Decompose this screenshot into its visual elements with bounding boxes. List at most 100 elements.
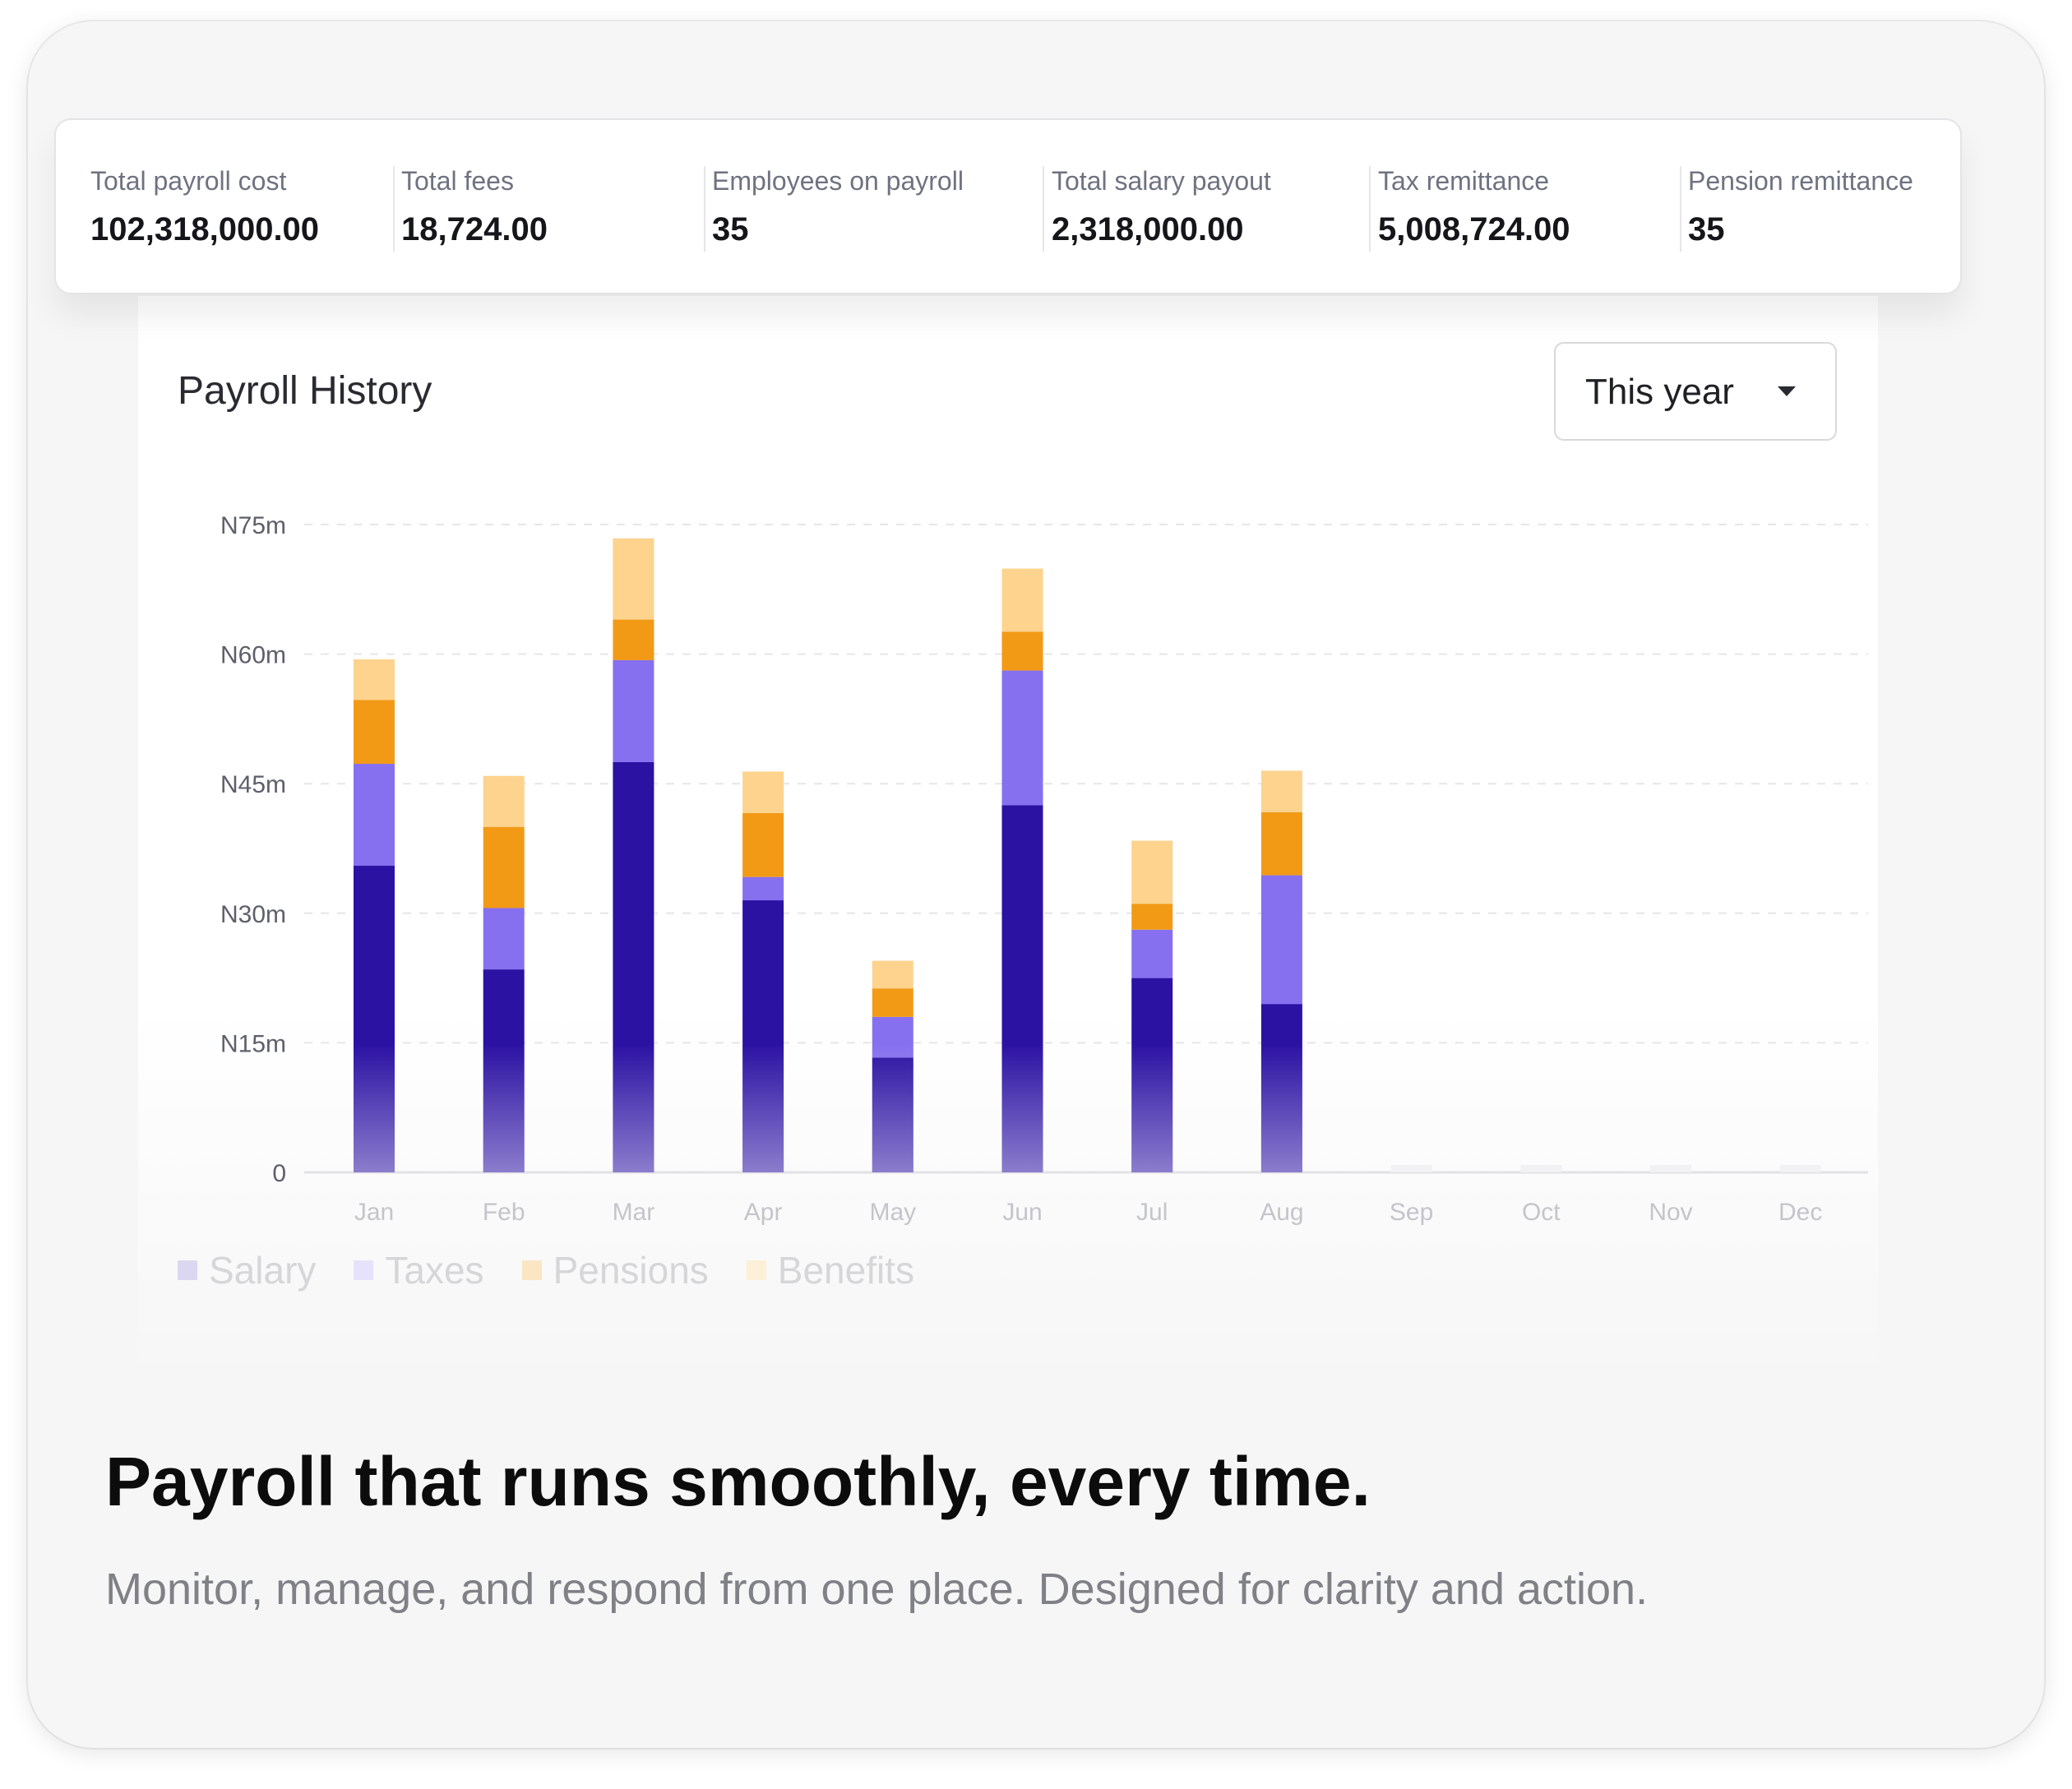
x-tick-label: Nov <box>1649 1199 1692 1226</box>
stat-label: Total payroll cost <box>90 166 287 196</box>
stat-value: 5,008,724.00 <box>1378 211 1570 247</box>
bar-fade-overlay <box>354 1044 395 1172</box>
chart-title: Payroll History <box>178 369 432 413</box>
bar-segment-benefits <box>872 960 913 989</box>
bar-segment-benefits <box>742 771 784 813</box>
bar-segment-taxes <box>1260 875 1302 1005</box>
stat-label: Total salary payout <box>1052 166 1271 196</box>
legend-swatch <box>746 1260 766 1280</box>
bar-segment-pensions <box>1131 904 1173 930</box>
bar-fade-overlay <box>1001 1044 1043 1172</box>
chart-bars <box>354 538 1821 1172</box>
x-tick-label: Jun <box>1002 1199 1042 1226</box>
stat-label: Pension remittance <box>1688 166 1913 196</box>
stat-pension-remittance: Pension remittance 35 <box>1688 166 1913 248</box>
chart-labels: 0 N15m N30m N45m N60m N75m Jan Feb Mar Apr May Jun J… <box>220 512 1822 1226</box>
y-tick-label: N75m <box>220 512 286 539</box>
bar-fade-overlay <box>483 1044 525 1172</box>
stat-divider <box>393 166 395 252</box>
payroll-history-chart: 0 N15m N30m N45m N60m N75m Jan Feb Mar Apr May Jun J… <box>220 512 1868 1226</box>
x-tick-label: May <box>869 1199 916 1226</box>
bar-segment-pensions <box>613 619 654 660</box>
stat-label: Employees on payroll <box>712 166 964 196</box>
x-tick-label: Feb <box>483 1199 525 1226</box>
bar-segment-pensions <box>483 826 525 908</box>
chart-legend: Salary Taxes Pensions Benefits <box>178 1248 952 1297</box>
legend-swatch <box>521 1260 542 1280</box>
x-tick-label: Aug <box>1260 1199 1303 1226</box>
bar-fade-overlay <box>742 1044 784 1172</box>
period-dropdown[interactable]: This year <box>1554 342 1837 441</box>
bar-segment-taxes <box>742 876 784 901</box>
bar-segment-pensions <box>742 812 784 877</box>
stat-divider <box>704 166 705 252</box>
y-tick-label: N60m <box>220 642 286 669</box>
subheadline: Monitor, manage, and respond from one pl… <box>105 1565 1649 1614</box>
bar-fade-overlay <box>1131 1044 1173 1172</box>
x-tick-label: Jul <box>1136 1199 1168 1226</box>
y-tick-label: 0 <box>272 1160 286 1187</box>
legend-swatch <box>354 1260 374 1280</box>
bar-segment-benefits <box>613 538 654 620</box>
bar-segment-benefits <box>1260 770 1302 812</box>
period-dropdown-value: This year <box>1585 372 1734 412</box>
bar-segment-pensions <box>1001 631 1043 671</box>
stat-employees-on-payroll: Employees on payroll 35 <box>712 166 964 248</box>
stat-value: 35 <box>1688 211 1725 247</box>
bar-segment-pensions <box>872 988 913 1017</box>
bar-segment-taxes <box>1001 670 1043 806</box>
x-tick-label: Oct <box>1522 1199 1561 1226</box>
bar-placeholder <box>1390 1165 1432 1172</box>
bar-segment-benefits <box>1001 568 1043 632</box>
bar-segment-benefits <box>354 659 395 700</box>
stat-label: Tax remittance <box>1378 166 1550 196</box>
stat-total-payroll-cost: Total payroll cost 102,318,000.00 <box>90 166 319 248</box>
bar-segment-benefits <box>1131 840 1173 904</box>
bar-segment-benefits <box>483 775 525 827</box>
legend-label: Benefits <box>777 1249 915 1292</box>
bar-segment-pensions <box>354 700 395 765</box>
stat-divider <box>1369 166 1371 252</box>
legend-label: Taxes <box>385 1249 484 1292</box>
x-tick-label: Jan <box>354 1199 394 1226</box>
y-tick-label: N15m <box>220 1030 286 1057</box>
legend-item-taxes: Taxes <box>354 1248 484 1292</box>
stat-value: 2,318,000.00 <box>1052 211 1244 247</box>
stat-value: 102,318,000.00 <box>90 211 320 247</box>
bar-segment-taxes <box>354 764 395 867</box>
stat-total-salary-payout: Total salary payout 2,318,000.00 <box>1052 166 1271 248</box>
x-tick-label: Mar <box>613 1199 655 1226</box>
legend-swatch <box>178 1260 197 1280</box>
legend-item-benefits: Benefits <box>746 1248 915 1292</box>
stat-label: Total fees <box>401 166 514 196</box>
legend-item-pensions: Pensions <box>521 1248 709 1292</box>
bar-fade-overlay <box>1260 1044 1302 1172</box>
legend-label: Pensions <box>553 1249 709 1292</box>
stats-bar: Total payroll cost 102,318,000.00 Total … <box>54 118 1962 294</box>
bar-placeholder <box>1650 1165 1691 1172</box>
stat-divider <box>1043 166 1044 252</box>
y-tick-label: N30m <box>220 901 286 928</box>
stat-total-fees: Total fees 18,724.00 <box>401 166 548 248</box>
headline: Payroll that runs smoothly, every time. <box>105 1443 1371 1520</box>
x-tick-label: Dec <box>1778 1199 1822 1226</box>
legend-label: Salary <box>209 1249 317 1292</box>
chart-grid <box>304 524 1868 1174</box>
caret-down-icon <box>1778 386 1796 396</box>
stat-tax-remittance: Tax remittance 5,008,724.00 <box>1378 166 1570 248</box>
legend-item-salary: Salary <box>178 1248 316 1292</box>
stat-value: 18,724.00 <box>401 211 548 247</box>
bar-segment-pensions <box>1260 811 1302 876</box>
bar-segment-taxes <box>1131 929 1173 978</box>
bar-segment-taxes <box>483 908 525 970</box>
bar-segment-taxes <box>613 659 654 762</box>
stat-value: 35 <box>712 211 749 247</box>
x-tick-label: Apr <box>744 1199 783 1226</box>
y-tick-label: N45m <box>220 771 286 798</box>
bar-placeholder <box>1520 1165 1562 1172</box>
bar-fade-overlay <box>872 1044 913 1172</box>
x-tick-label: Sep <box>1390 1199 1433 1226</box>
stat-divider <box>1680 166 1681 252</box>
bar-fade-overlay <box>613 1044 654 1172</box>
bar-placeholder <box>1779 1165 1821 1172</box>
